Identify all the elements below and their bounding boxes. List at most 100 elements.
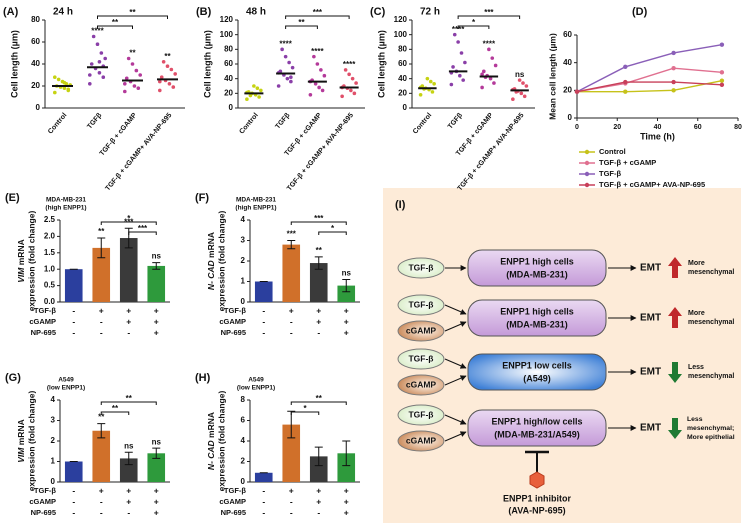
error-bar	[124, 227, 133, 249]
y-tick-label: 2	[241, 457, 246, 466]
bar	[147, 265, 166, 302]
panel-title: 48 h	[246, 7, 266, 18]
data-point	[352, 91, 357, 96]
condition-sign: -	[290, 316, 293, 326]
outcome-label: mesenchymal	[688, 373, 734, 380]
error-bar	[314, 446, 323, 467]
condition-label: cGAMP	[29, 317, 56, 326]
bracket-label: **	[316, 394, 323, 403]
result-label: EMT	[640, 313, 661, 324]
marker	[574, 89, 580, 94]
y-tick-label: 40	[398, 74, 407, 83]
annotation: (low ENPP1)	[237, 385, 275, 392]
y-axis-label: Cell length (µm)	[376, 30, 386, 98]
y-axis-label: expression (fold change)	[216, 391, 226, 492]
marker	[719, 78, 725, 83]
condition-sign: +	[316, 496, 321, 506]
data-point	[97, 60, 102, 64]
y-tick-label: 0.0	[44, 297, 56, 306]
bracket	[290, 221, 347, 225]
condition-label: cGAMP	[219, 317, 246, 326]
data-point	[97, 71, 102, 75]
marker	[719, 70, 725, 75]
data-point	[88, 82, 92, 86]
data-point	[103, 56, 107, 61]
data-point	[167, 82, 172, 86]
data-point	[169, 67, 174, 72]
inhibitor-icon	[529, 471, 545, 489]
condition-sign: +	[126, 496, 131, 506]
condition-sign: -	[290, 496, 293, 506]
data-point	[91, 34, 96, 39]
data-point	[56, 77, 61, 82]
outcome-label: Less	[688, 364, 704, 371]
data-point	[285, 76, 290, 81]
bracket-label: **	[126, 394, 133, 403]
bracket	[457, 25, 490, 29]
y-tick-label: 2.0	[44, 232, 56, 241]
condition-sign: +	[154, 507, 159, 517]
bracket-label: **	[129, 8, 136, 17]
data-point	[519, 91, 524, 96]
arrow	[444, 414, 467, 425]
y-tick-label: 6	[241, 416, 246, 425]
y-tick-label: 100	[394, 30, 408, 39]
y-tick-label: 20	[563, 85, 572, 94]
input-node	[397, 374, 445, 396]
data-point	[350, 76, 355, 81]
y-tick-label: 3	[241, 236, 246, 245]
error-bar	[97, 423, 106, 439]
data-point	[521, 81, 525, 85]
data-point	[126, 56, 131, 61]
data-point	[493, 63, 498, 68]
y-tick-label: 0	[241, 297, 246, 306]
data-point	[354, 81, 358, 85]
input-label: TGF-β	[408, 262, 433, 272]
y-axis-label: N- CAD mRNA	[206, 412, 216, 470]
annotation: (high ENPP1)	[235, 205, 276, 212]
marker	[623, 79, 628, 85]
legend-marker	[584, 182, 590, 188]
data-point	[428, 79, 433, 84]
marker	[719, 82, 725, 88]
outcome-label: More	[688, 260, 705, 267]
bar	[92, 247, 111, 302]
data-point	[259, 88, 263, 93]
data-point	[287, 60, 291, 65]
data-point	[88, 73, 92, 77]
data-point	[123, 89, 127, 94]
data-point	[53, 90, 57, 95]
data-point	[490, 56, 495, 60]
down-arrow	[668, 418, 682, 439]
marker	[671, 79, 676, 85]
bar	[337, 453, 356, 482]
condition-sign: -	[127, 507, 130, 517]
condition-sign: +	[154, 496, 159, 506]
data-point	[461, 78, 465, 82]
data-point	[95, 42, 100, 46]
x-axis-label: Time (h)	[640, 131, 675, 141]
legend-label: Control	[599, 147, 626, 156]
y-axis-label-part: mRNA	[16, 239, 26, 265]
data-point	[132, 84, 137, 88]
data-point	[134, 68, 139, 73]
condition-sign: -	[100, 496, 103, 506]
y-tick-label: 60	[224, 59, 233, 68]
significance-label: ****	[91, 27, 104, 36]
data-point	[308, 93, 313, 97]
significance-label: ****	[279, 39, 292, 48]
bracket-label: *	[127, 214, 131, 223]
condition-sign: -	[262, 507, 265, 517]
significance-label: ns	[515, 70, 525, 79]
bracket-label: ***	[314, 214, 324, 223]
input-node	[397, 257, 445, 279]
y-tick-label: 40	[224, 74, 233, 83]
panel-label: (D)	[632, 6, 648, 18]
box-label: (A549)	[523, 373, 551, 383]
series-line	[576, 81, 722, 93]
condition-sign: +	[289, 305, 294, 315]
diagram: (I) TGF-β ENPP1 high cells (MDA-MB-231) …	[383, 188, 741, 523]
box-label: ENPP1 high/low cells	[491, 416, 582, 426]
condition-sign: +	[344, 485, 349, 495]
error-bar	[152, 262, 161, 270]
